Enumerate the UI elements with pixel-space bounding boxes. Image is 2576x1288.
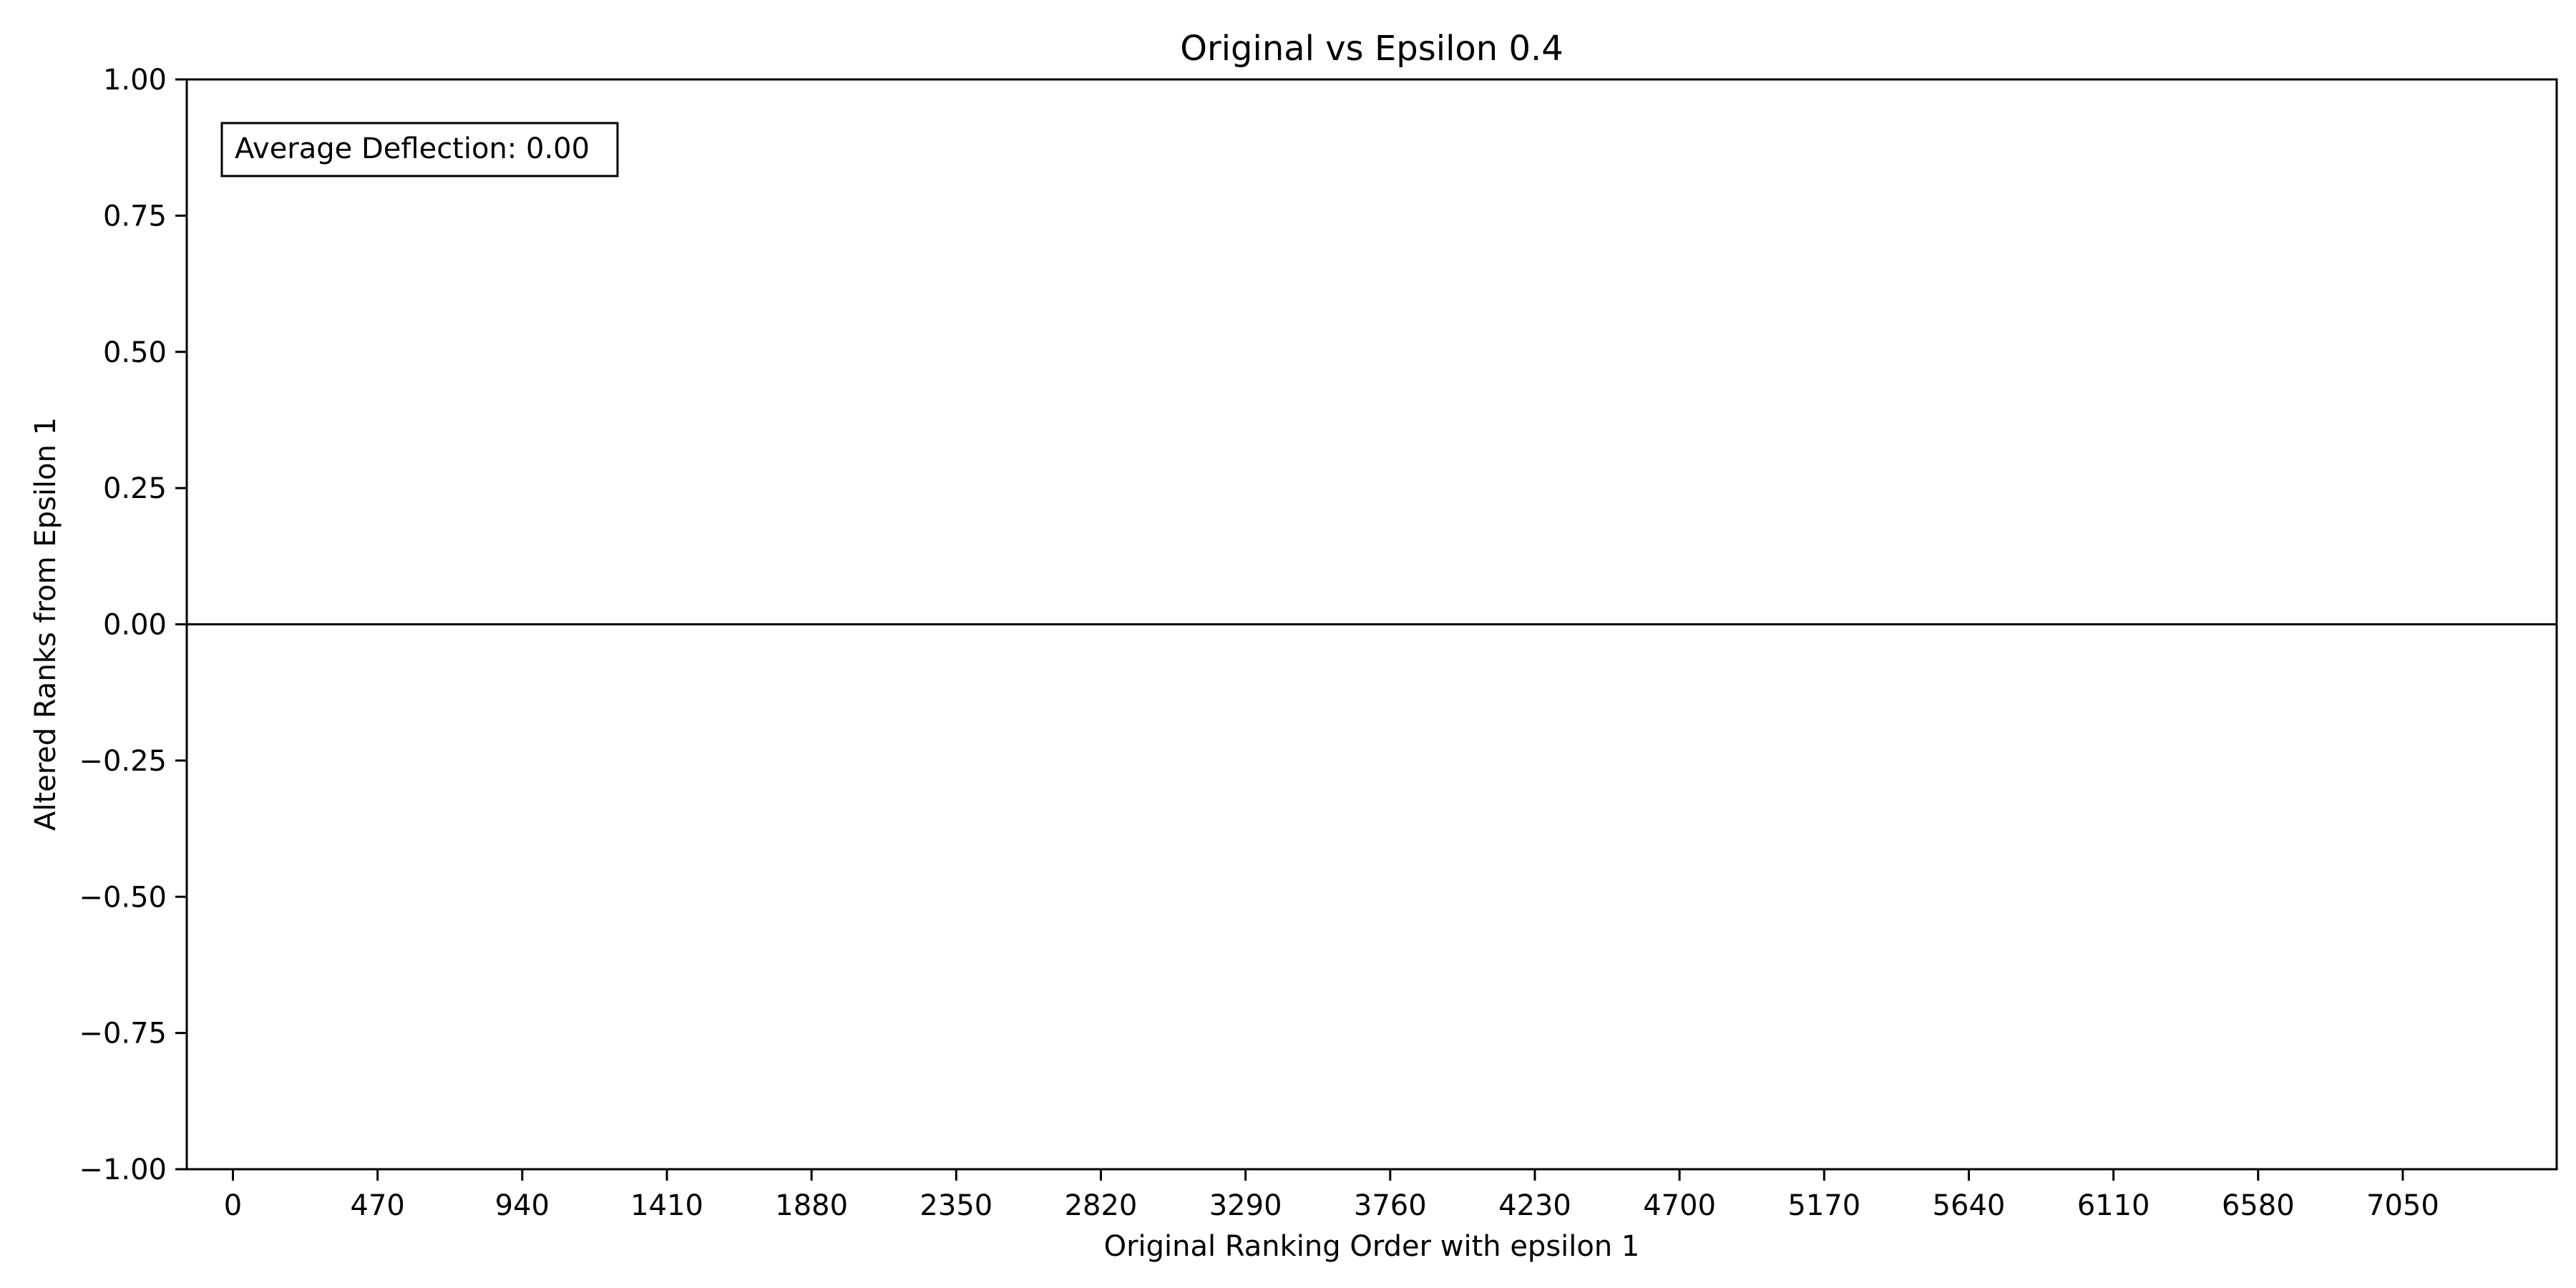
x-tick-label: 5170 [1787,1189,1860,1222]
y-tick-label: 0.00 [103,609,167,642]
x-tick-label: 5640 [1933,1189,2006,1222]
y-tick-label: −1.00 [79,1153,167,1186]
x-tick-label: 4230 [1498,1189,1571,1222]
chart-title: Original vs Epsilon 0.4 [1180,29,1563,69]
x-tick-label: 470 [351,1189,405,1222]
x-tick-label: 940 [495,1189,550,1222]
x-tick-label: 6580 [2222,1189,2295,1222]
annotation-box [220,122,619,177]
x-tick-label: 1880 [775,1189,848,1222]
y-tick-label: −0.25 [79,745,167,778]
y-tick-label: −0.75 [79,1018,167,1050]
x-tick-label: 0 [224,1189,242,1222]
x-axis-label: Original Ranking Order with epsilon 1 [1104,1230,1640,1263]
y-tick-label: 1.00 [103,64,167,97]
x-tick-label: 2820 [1065,1189,1138,1222]
x-tick-label: 3290 [1209,1189,1282,1222]
y-tick-label: 0.25 [103,472,167,505]
y-axis-label: Altered Ranks from Epsilon 1 [29,417,62,831]
x-tick-label: 2350 [919,1189,992,1222]
average-deflection-annotation: Average Deflection: 0.00 [235,132,590,165]
y-tick-label: −0.50 [79,881,167,914]
y-tick-label: 0.75 [103,200,167,233]
x-tick-label: 4700 [1643,1189,1716,1222]
x-axis-ticks: 0 470 940 1410 1880 2350 2820 3290 3760 4230 4700 5… [224,1169,2439,1222]
x-tick-label: 6110 [2077,1189,2150,1222]
x-tick-label: 1410 [630,1189,703,1222]
y-axis-ticks: 1.00 0.75 0.50 0.25 0.00 −0.25 −0.50 −0.75 −1.00 [79,64,187,1186]
x-tick-label: 3760 [1354,1189,1427,1222]
y-tick-label: 0.50 [103,336,167,369]
x-tick-label: 7050 [2366,1189,2439,1222]
